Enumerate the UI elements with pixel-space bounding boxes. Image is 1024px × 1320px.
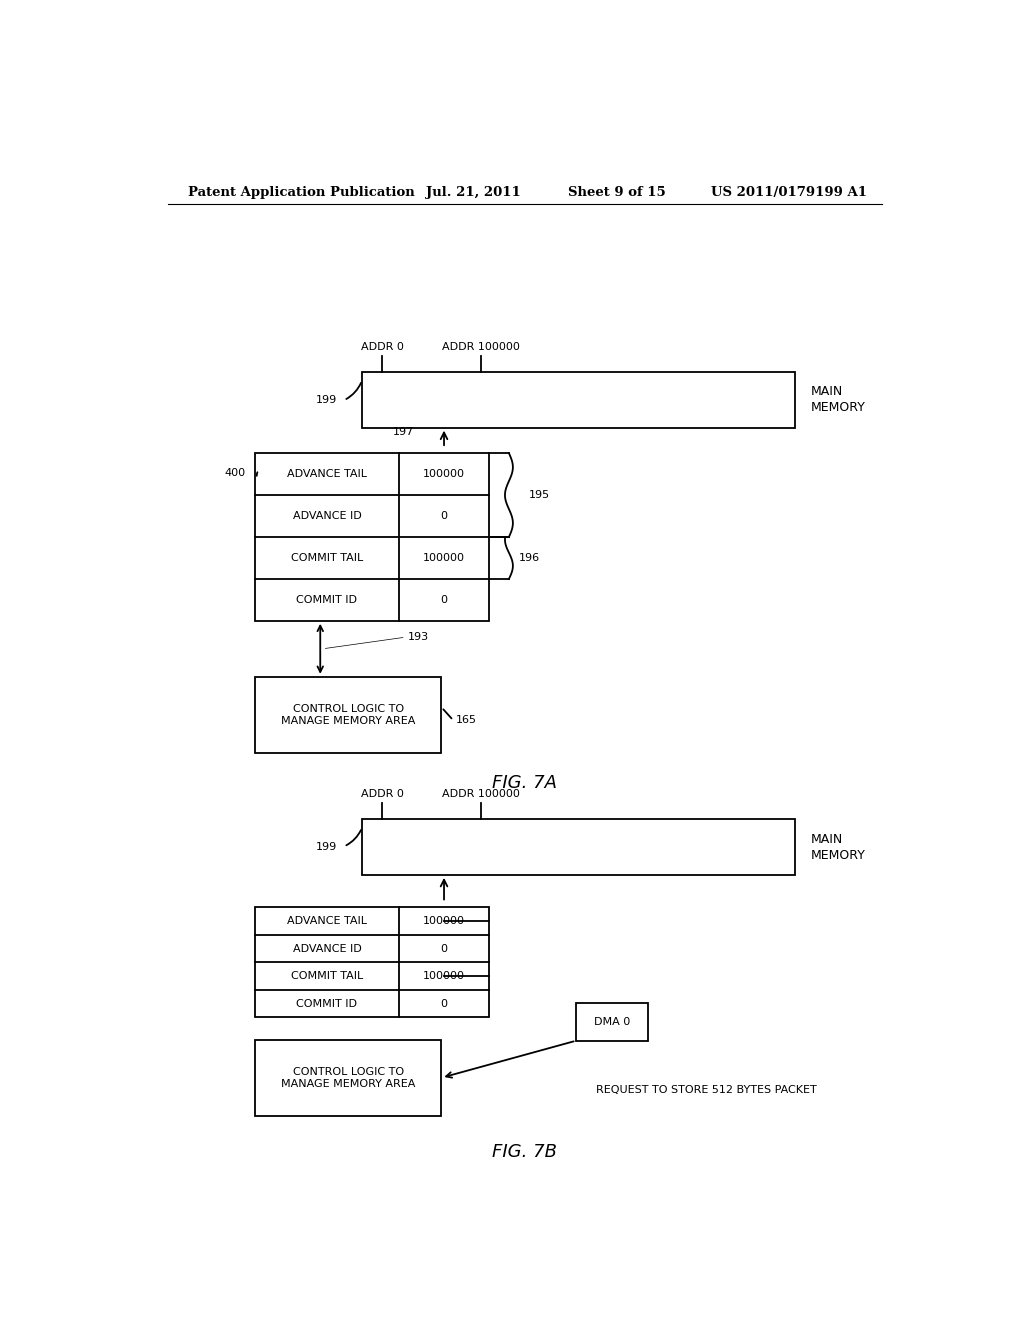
Text: Jul. 21, 2011: Jul. 21, 2011 bbox=[426, 186, 520, 199]
Text: REQUEST TO STORE 512 BYTES PACKET: REQUEST TO STORE 512 BYTES PACKET bbox=[596, 1085, 817, 1096]
Bar bbox=[255, 907, 489, 1018]
Text: Sheet 9 of 15: Sheet 9 of 15 bbox=[568, 186, 667, 199]
Text: ADVANCE TAIL: ADVANCE TAIL bbox=[287, 469, 367, 479]
Bar bbox=[362, 818, 795, 875]
Text: CONTROL LOGIC TO
MANAGE MEMORY AREA: CONTROL LOGIC TO MANAGE MEMORY AREA bbox=[281, 1067, 416, 1089]
Text: COMMIT TAIL: COMMIT TAIL bbox=[291, 972, 364, 981]
Bar bbox=[255, 1040, 441, 1115]
Text: 0: 0 bbox=[440, 595, 447, 605]
Text: FIG. 7A: FIG. 7A bbox=[493, 775, 557, 792]
Text: 100000: 100000 bbox=[423, 972, 465, 981]
Text: ADDR 0: ADDR 0 bbox=[360, 789, 403, 799]
Text: MAIN
MEMORY: MAIN MEMORY bbox=[811, 833, 865, 862]
Text: 100000: 100000 bbox=[423, 916, 465, 927]
Text: COMMIT TAIL: COMMIT TAIL bbox=[291, 553, 364, 562]
Bar bbox=[362, 372, 795, 428]
Text: 197: 197 bbox=[392, 426, 414, 437]
Text: ADVANCE ID: ADVANCE ID bbox=[293, 511, 361, 521]
Text: Patent Application Publication: Patent Application Publication bbox=[187, 186, 415, 199]
Text: MAIN
MEMORY: MAIN MEMORY bbox=[811, 385, 865, 414]
Text: 0: 0 bbox=[440, 944, 447, 953]
Text: 100000: 100000 bbox=[423, 553, 465, 562]
Text: 100000: 100000 bbox=[423, 469, 465, 479]
Text: 400: 400 bbox=[224, 469, 246, 478]
Text: 165: 165 bbox=[456, 715, 477, 726]
Text: ADDR 100000: ADDR 100000 bbox=[442, 789, 520, 799]
Text: 199: 199 bbox=[316, 842, 338, 851]
Text: 196: 196 bbox=[518, 553, 540, 562]
Bar bbox=[255, 453, 489, 620]
Bar bbox=[255, 677, 441, 752]
Text: ADVANCE TAIL: ADVANCE TAIL bbox=[287, 916, 367, 927]
Text: COMMIT ID: COMMIT ID bbox=[297, 998, 357, 1008]
Text: 195: 195 bbox=[528, 490, 550, 500]
Text: ADDR 100000: ADDR 100000 bbox=[442, 342, 520, 351]
Text: ADVANCE ID: ADVANCE ID bbox=[293, 944, 361, 953]
Text: 0: 0 bbox=[440, 511, 447, 521]
Text: ADDR 0: ADDR 0 bbox=[360, 342, 403, 351]
Text: 193: 193 bbox=[409, 632, 429, 642]
Bar bbox=[577, 1003, 648, 1040]
Text: COMMIT ID: COMMIT ID bbox=[297, 595, 357, 605]
Text: US 2011/0179199 A1: US 2011/0179199 A1 bbox=[712, 186, 867, 199]
Text: 0: 0 bbox=[440, 998, 447, 1008]
Text: CONTROL LOGIC TO
MANAGE MEMORY AREA: CONTROL LOGIC TO MANAGE MEMORY AREA bbox=[281, 704, 416, 726]
Text: DMA 0: DMA 0 bbox=[594, 1016, 630, 1027]
Text: FIG. 7B: FIG. 7B bbox=[493, 1143, 557, 1162]
Text: 199: 199 bbox=[316, 395, 338, 405]
